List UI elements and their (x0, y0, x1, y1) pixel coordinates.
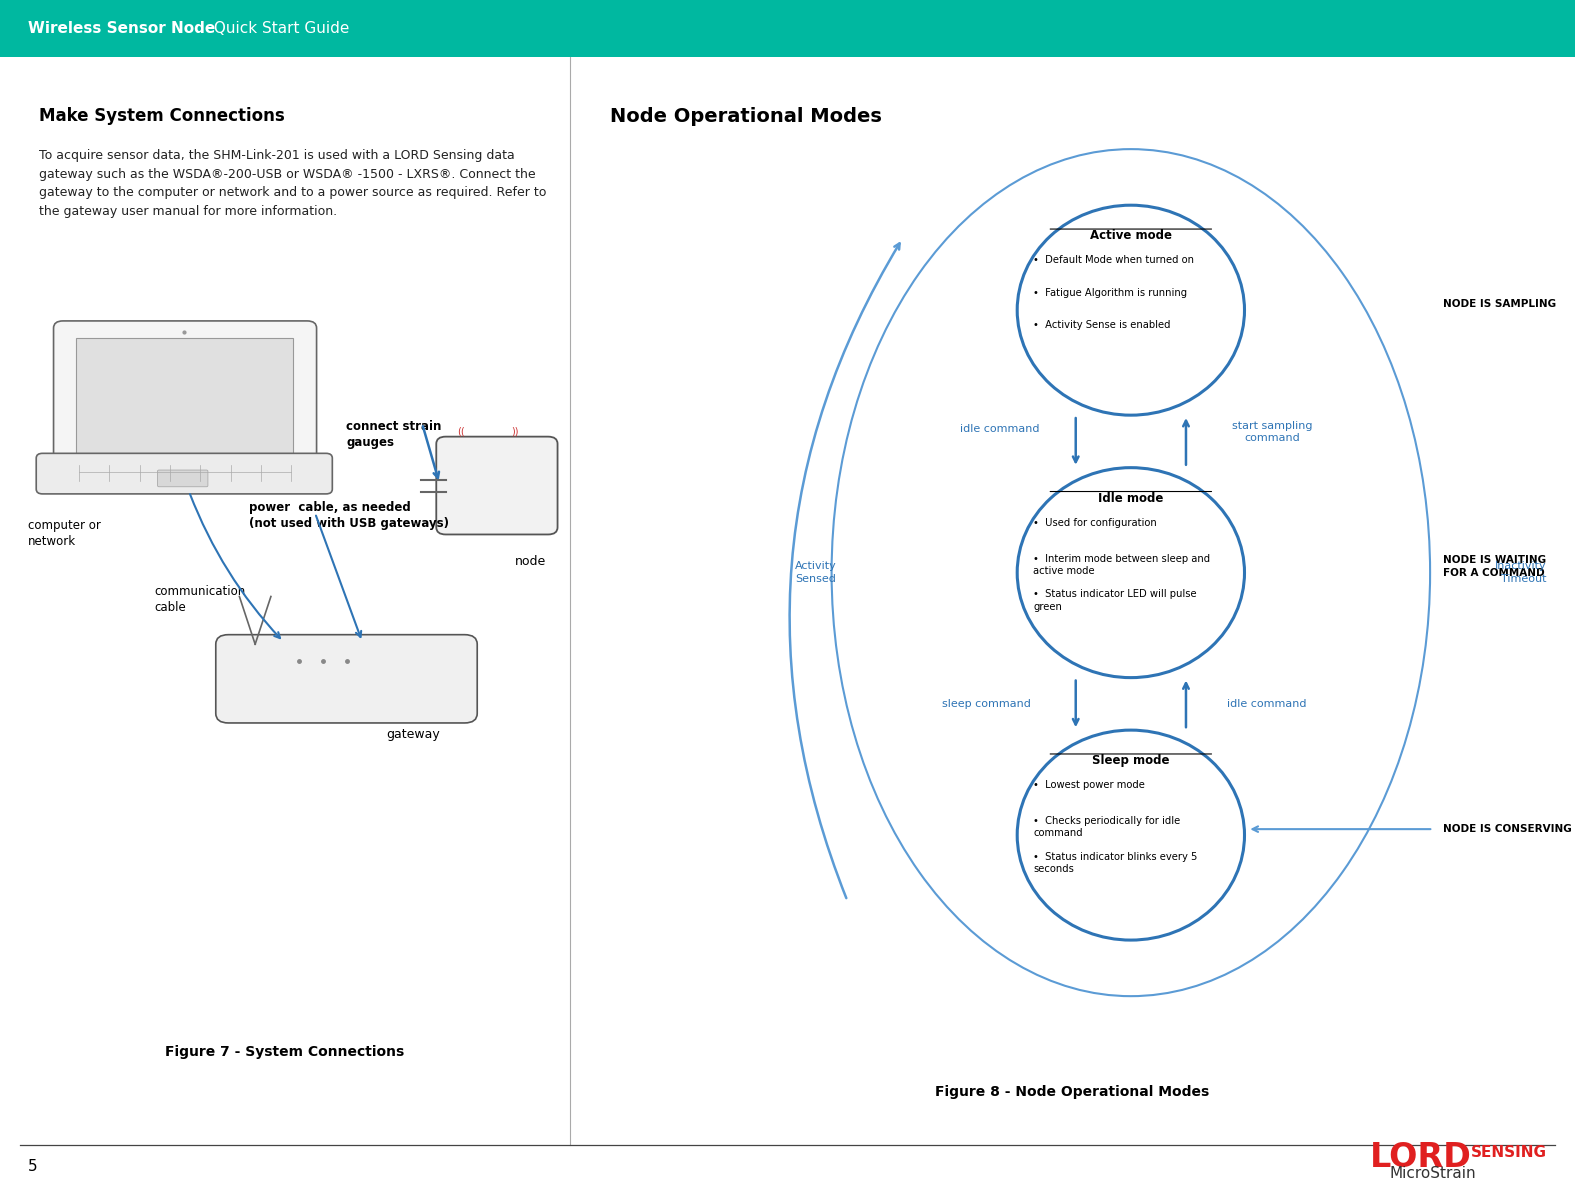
Text: •  Default Mode when turned on: • Default Mode when turned on (1033, 255, 1194, 265)
Text: gateway: gateway (386, 728, 439, 741)
Text: Wireless Sensor Node: Wireless Sensor Node (28, 21, 216, 36)
Text: •  Used for configuration: • Used for configuration (1033, 518, 1158, 527)
FancyBboxPatch shape (76, 338, 293, 456)
Text: •  Fatigue Algorithm is running: • Fatigue Algorithm is running (1033, 288, 1188, 297)
Text: •  Lowest power mode: • Lowest power mode (1033, 780, 1145, 790)
FancyBboxPatch shape (54, 321, 317, 472)
FancyBboxPatch shape (436, 437, 558, 534)
Text: start sampling
command: start sampling command (1232, 421, 1314, 443)
Text: power  cable, as needed
(not used with USB gateways): power cable, as needed (not used with US… (249, 501, 449, 530)
Text: Inactivity
Timeout: Inactivity Timeout (1495, 562, 1547, 583)
Text: idle command: idle command (961, 425, 1040, 434)
Text: Active mode: Active mode (1090, 229, 1172, 242)
Text: communication
cable: communication cable (154, 585, 246, 613)
FancyBboxPatch shape (158, 470, 208, 487)
Text: computer or
network: computer or network (28, 519, 101, 548)
Text: NODE IS WAITING
FOR A COMMAND: NODE IS WAITING FOR A COMMAND (1443, 556, 1545, 577)
Text: •  Status indicator LED will pulse
green: • Status indicator LED will pulse green (1033, 589, 1197, 612)
Text: Sleep mode: Sleep mode (1091, 754, 1170, 767)
Text: idle command: idle command (1227, 699, 1306, 709)
Text: MicroStrain: MicroStrain (1389, 1167, 1476, 1181)
Text: NODE IS SAMPLING: NODE IS SAMPLING (1443, 299, 1556, 309)
Text: •  Activity Sense is enabled: • Activity Sense is enabled (1033, 320, 1170, 329)
Ellipse shape (1017, 205, 1244, 415)
Text: Make System Connections: Make System Connections (39, 107, 285, 125)
Text: NODE IS CONSERVING POWER: NODE IS CONSERVING POWER (1443, 824, 1575, 834)
Text: 5: 5 (28, 1160, 38, 1174)
Text: Activity
Sensed: Activity Sensed (795, 562, 836, 583)
Text: Figure 7 - System Connections: Figure 7 - System Connections (165, 1045, 405, 1059)
Text: SENSING: SENSING (1471, 1145, 1547, 1160)
Text: Idle mode: Idle mode (1098, 492, 1164, 505)
Text: ((: (( (458, 427, 465, 437)
FancyBboxPatch shape (0, 0, 1575, 57)
Text: connect strain
gauges: connect strain gauges (346, 420, 443, 449)
Text: Node Operational Modes: Node Operational Modes (610, 107, 882, 126)
Text: To acquire sensor data, the SHM-Link-201 is used with a LORD Sensing data
gatewa: To acquire sensor data, the SHM-Link-201… (39, 149, 547, 217)
Text: Quick Start Guide: Quick Start Guide (209, 21, 350, 36)
Ellipse shape (1017, 468, 1244, 678)
Text: •  Status indicator blinks every 5
seconds: • Status indicator blinks every 5 second… (1033, 852, 1197, 874)
FancyBboxPatch shape (216, 635, 477, 723)
Text: node: node (515, 555, 547, 568)
Text: )): )) (512, 427, 518, 437)
Ellipse shape (1017, 730, 1244, 940)
Text: sleep command: sleep command (942, 699, 1030, 709)
Text: •  Interim mode between sleep and
active mode: • Interim mode between sleep and active … (1033, 554, 1210, 576)
Text: LORD: LORD (1370, 1141, 1473, 1174)
Text: •  Checks periodically for idle
command: • Checks periodically for idle command (1033, 816, 1180, 839)
FancyBboxPatch shape (36, 453, 332, 494)
Text: Figure 8 - Node Operational Modes: Figure 8 - Node Operational Modes (936, 1084, 1210, 1099)
